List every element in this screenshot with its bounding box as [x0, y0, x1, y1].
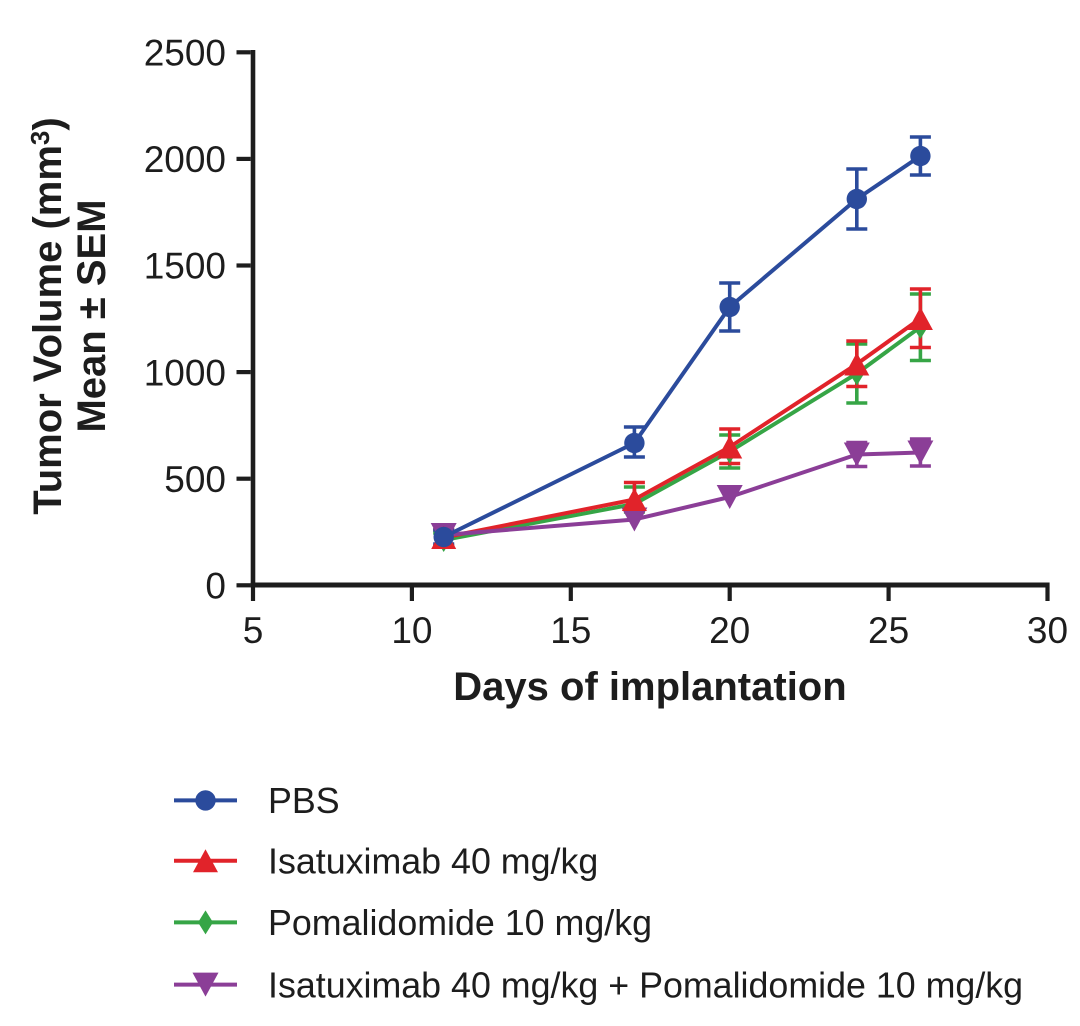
svg-text:1500: 1500 — [144, 246, 226, 287]
svg-text:2000: 2000 — [144, 139, 226, 180]
svg-text:10: 10 — [391, 610, 432, 651]
svg-text:Days of implantation: Days of implantation — [453, 665, 846, 709]
svg-text:5: 5 — [243, 610, 264, 651]
svg-text:30: 30 — [1027, 610, 1068, 651]
svg-text:Mean ± SEM: Mean ± SEM — [70, 199, 114, 432]
svg-text:Tumor Volume (mm3): Tumor Volume (mm3) — [25, 117, 70, 514]
svg-text:2500: 2500 — [144, 33, 226, 74]
svg-text:20: 20 — [709, 610, 750, 651]
svg-text:Pomalidomide 10 mg/kg: Pomalidomide 10 mg/kg — [268, 903, 652, 943]
svg-text:PBS: PBS — [268, 781, 340, 821]
svg-text:0: 0 — [205, 566, 226, 607]
svg-text:15: 15 — [550, 610, 591, 651]
svg-text:25: 25 — [868, 610, 909, 651]
svg-text:1000: 1000 — [144, 352, 226, 393]
svg-text:Isatuximab 40 mg/kg: Isatuximab 40 mg/kg — [268, 842, 598, 882]
svg-text:500: 500 — [164, 459, 226, 500]
svg-text:Isatuximab 40 mg/kg + Pomalido: Isatuximab 40 mg/kg + Pomalidomide 10 mg… — [268, 965, 1023, 1005]
